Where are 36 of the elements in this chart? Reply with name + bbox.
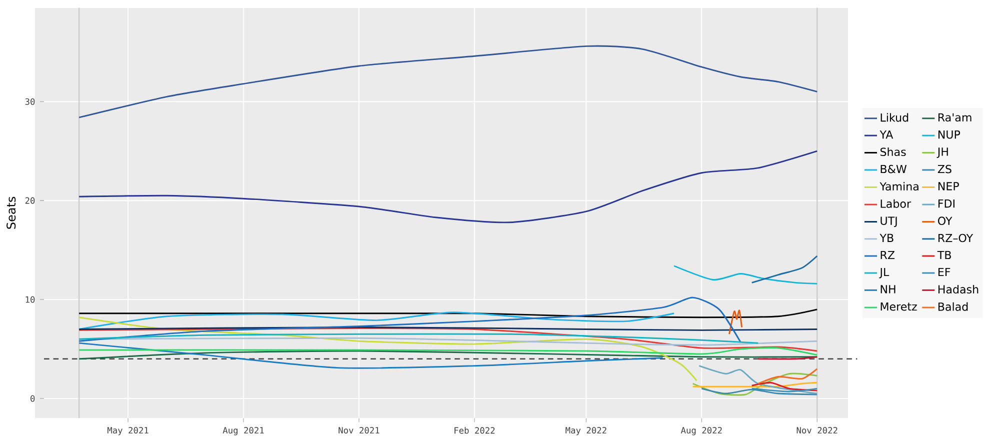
legend-label: RZ: [880, 250, 895, 260]
legend-label: TB: [937, 250, 951, 260]
legend-label: Likud: [880, 113, 908, 122]
y-tick-label: 10: [26, 296, 35, 303]
legend-label: YB: [880, 234, 894, 242]
x-tick-label: Feb 2022: [454, 426, 495, 434]
legend-label: FDI: [938, 199, 954, 208]
legend-label: B&W: [880, 164, 907, 174]
y-axis-title: Seats: [6, 196, 16, 229]
legend-label: Yamina: [880, 182, 918, 191]
legend-label: NUP: [938, 130, 960, 139]
y-tick-label: 20: [25, 197, 35, 204]
x-tick-label: Nov 2022: [796, 426, 838, 434]
legend-label: Balad: [938, 302, 968, 311]
x-tick-label: May 2022: [566, 426, 606, 436]
legend-label: Meretz: [880, 302, 917, 311]
legend-label: Shas: [880, 148, 906, 156]
legend-label: ZS: [938, 164, 952, 174]
legend-label: Ra'am: [938, 113, 972, 122]
x-tick-label: Nov 2021: [338, 426, 380, 434]
legend-label: JL: [879, 268, 890, 278]
legend-label: UTJ: [880, 216, 897, 228]
legend-label: Hadash: [938, 284, 978, 294]
y-tick-label: 30: [25, 98, 35, 105]
legend-label: Labor: [880, 199, 912, 208]
x-tick-label: May 2021: [108, 426, 148, 436]
legend-label: NH: [880, 285, 896, 294]
legend-label: EF: [938, 268, 950, 276]
legend-label: OY: [938, 216, 952, 226]
legend-label: NEP: [938, 182, 959, 190]
legend-label: YA: [880, 130, 894, 139]
y-tick-label: 0: [30, 395, 35, 402]
legend-label: JH: [936, 148, 948, 158]
x-tick-label: Aug 2021: [222, 426, 264, 436]
x-tick-label: Aug 2022: [680, 426, 722, 436]
legend-label: RZ–OY: [938, 234, 974, 242]
